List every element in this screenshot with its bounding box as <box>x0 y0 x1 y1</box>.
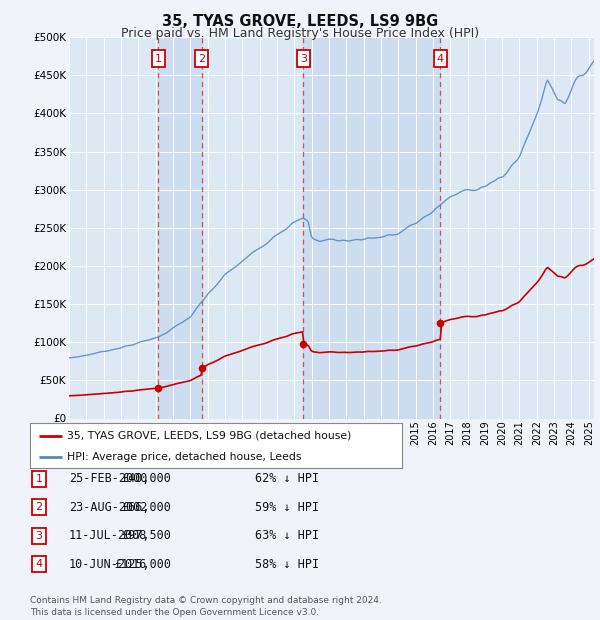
Bar <box>304 37 440 418</box>
Text: 1: 1 <box>35 474 43 484</box>
Text: 35, TYAS GROVE, LEEDS, LS9 9BG (detached house): 35, TYAS GROVE, LEEDS, LS9 9BG (detached… <box>67 431 352 441</box>
Text: £125,000: £125,000 <box>114 558 171 570</box>
Bar <box>158 37 202 418</box>
Text: 2: 2 <box>198 53 205 64</box>
Text: £97,500: £97,500 <box>121 529 171 542</box>
Text: 3: 3 <box>300 53 307 64</box>
Text: 3: 3 <box>35 531 43 541</box>
Text: 4: 4 <box>35 559 43 569</box>
Text: 63% ↓ HPI: 63% ↓ HPI <box>255 529 319 542</box>
Text: 10-JUN-2016: 10-JUN-2016 <box>69 558 148 570</box>
Text: 35, TYAS GROVE, LEEDS, LS9 9BG: 35, TYAS GROVE, LEEDS, LS9 9BG <box>162 14 438 29</box>
Text: 4: 4 <box>437 53 444 64</box>
Text: 59% ↓ HPI: 59% ↓ HPI <box>255 501 319 513</box>
Text: 1: 1 <box>155 53 162 64</box>
Text: Price paid vs. HM Land Registry's House Price Index (HPI): Price paid vs. HM Land Registry's House … <box>121 27 479 40</box>
Text: HPI: Average price, detached house, Leeds: HPI: Average price, detached house, Leed… <box>67 452 302 462</box>
Text: £66,000: £66,000 <box>121 501 171 513</box>
Text: 25-FEB-2000: 25-FEB-2000 <box>69 472 148 485</box>
Text: 58% ↓ HPI: 58% ↓ HPI <box>255 558 319 570</box>
Text: 2: 2 <box>35 502 43 512</box>
Text: 11-JUL-2008: 11-JUL-2008 <box>69 529 148 542</box>
Text: 23-AUG-2002: 23-AUG-2002 <box>69 501 148 513</box>
Text: Contains HM Land Registry data © Crown copyright and database right 2024.
This d: Contains HM Land Registry data © Crown c… <box>30 596 382 617</box>
Text: £40,000: £40,000 <box>121 472 171 485</box>
Text: 62% ↓ HPI: 62% ↓ HPI <box>255 472 319 485</box>
